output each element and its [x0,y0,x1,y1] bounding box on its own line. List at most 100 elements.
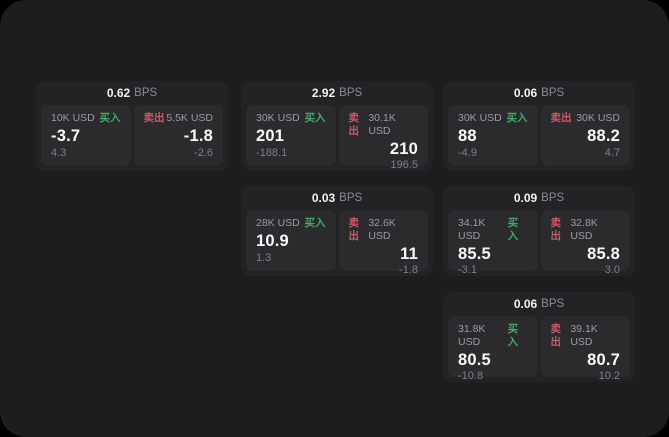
buy-amount: 30K USD [458,112,502,124]
sell-label: 卖出 [550,112,572,124]
sell-tile-top: 卖出 32.8K USD [551,217,621,243]
sell-price: 210 [389,140,418,158]
card-body: 28K USD 买入 10.9 1.3 卖出 32.6K USD 11 -1.8 [241,210,433,276]
quote-card: 0.03 BPS 28K USD 买入 10.9 1.3 卖出 32.6K US… [241,186,433,276]
sell-tile-top: 卖出 32.6K USD [349,217,419,243]
bps-value: 0.06 [513,297,538,311]
card-body: 30K USD 买入 201 -188.1 卖出 30.1K USD 210 1… [241,105,433,171]
buy-amount: 30K USD [256,112,300,124]
bps-header: 0.06 BPS [443,292,635,316]
buy-label: 买入 [507,323,519,348]
quote-card: 0.62 BPS 10K USD 买入 -3.7 4.3 卖出 5.5K USD [36,81,228,171]
sell-tile[interactable]: 卖出 5.5K USD -1.8 -2.6 [133,105,223,166]
sell-price: 11 [400,245,418,263]
buy-tile[interactable]: 34.1K USD 买入 85.5 -3.1 [448,210,538,276]
sell-price: -1.8 [183,127,213,145]
sell-price: 85.8 [587,245,620,263]
bps-value: 0.03 [311,191,336,205]
buy-change: -3.1 [458,264,477,276]
sell-amount: 32.6K USD [368,217,396,242]
buy-price: 85.5 [458,245,491,263]
sell-label: 卖出 [348,112,360,137]
bps-suffix-label: BPS [541,192,565,204]
quote-card: 0.09 BPS 34.1K USD 买入 85.5 -3.1 卖出 32.8K… [443,186,635,276]
buy-amount: 10K USD [51,112,95,124]
buy-change: 4.3 [51,147,67,159]
bps-header: 2.92 BPS [241,81,433,105]
buy-change: -188.1 [256,147,288,159]
buy-tile-top: 31.8K USD 买入 [458,323,528,349]
buy-tile[interactable]: 28K USD 买入 10.9 1.3 [246,210,336,271]
bps-value: 0.62 [106,86,131,100]
buy-amount: 31.8K USD [458,323,486,348]
sell-change: -1.8 [399,264,418,276]
buy-label: 买入 [304,112,326,124]
bps-value: 0.09 [513,191,538,205]
sell-tile-top: 卖出 30.1K USD [349,112,419,138]
bps-value: 0.06 [513,86,538,100]
buy-change: -10.8 [458,370,484,382]
buy-tile-top: 34.1K USD 买入 [458,217,528,243]
buy-tile[interactable]: 30K USD 买入 201 -188.1 [246,105,336,166]
quote-card: 2.92 BPS 30K USD 买入 201 -188.1 卖出 30.1K … [241,81,433,171]
buy-tile[interactable]: 10K USD 买入 -3.7 4.3 [41,105,131,166]
buy-tile-top: 10K USD 买入 [51,112,121,125]
buy-label: 买入 [506,112,528,124]
buy-price: 80.5 [458,351,491,369]
bps-header: 0.09 BPS [443,186,635,210]
sell-label: 卖出 [550,323,562,348]
sell-label: 卖出 [550,217,562,242]
bps-suffix-label: BPS [541,298,565,310]
sell-tile-top: 卖出 39.1K USD [551,323,621,349]
sell-tile-top: 卖出 30K USD [551,112,621,125]
sell-label: 卖出 [348,217,360,242]
sell-amount: 5.5K USD [166,112,213,124]
card-body: 30K USD 买入 88 -4.9 卖出 30K USD 88.2 4.7 [443,105,635,166]
sell-change: 3.0 [604,264,620,276]
buy-price: 10.9 [256,232,289,250]
buy-amount: 28K USD [256,217,300,229]
card-body: 34.1K USD 买入 85.5 -3.1 卖出 32.8K USD 85.8… [443,210,635,276]
buy-price: 201 [256,127,285,145]
bps-header: 0.03 BPS [241,186,433,210]
card-body: 10K USD 买入 -3.7 4.3 卖出 5.5K USD -1.8 -2.… [36,105,228,166]
bps-suffix-label: BPS [339,192,363,204]
sell-amount: 39.1K USD [570,323,598,348]
buy-tile[interactable]: 31.8K USD 买入 80.5 -10.8 [448,316,538,382]
buy-price: -3.7 [51,127,81,145]
sell-tile[interactable]: 卖出 32.6K USD 11 -1.8 [338,210,428,276]
sell-amount: 30.1K USD [368,112,396,137]
sell-tile[interactable]: 卖出 30.1K USD 210 196.5 [338,105,428,171]
buy-tile-top: 30K USD 买入 [458,112,528,125]
quote-card: 0.06 BPS 30K USD 买入 88 -4.9 卖出 30K USD [443,81,635,171]
sell-tile[interactable]: 卖出 30K USD 88.2 4.7 [540,105,630,166]
sell-price: 88.2 [587,127,620,145]
sell-change: 10.2 [598,370,620,382]
bps-suffix-label: BPS [541,87,565,99]
sell-amount: 30K USD [576,112,620,124]
buy-tile-top: 30K USD 买入 [256,112,326,125]
buy-change: -4.9 [458,147,477,159]
sell-amount: 32.8K USD [570,217,598,242]
bps-suffix-label: BPS [339,87,363,99]
bps-header: 0.62 BPS [36,81,228,105]
bps-header: 0.06 BPS [443,81,635,105]
sell-tile-top: 卖出 5.5K USD [144,112,214,125]
sell-change: -2.6 [194,147,213,159]
sell-tile[interactable]: 卖出 32.8K USD 85.8 3.0 [540,210,630,276]
buy-label: 买入 [99,112,121,124]
sell-change: 196.5 [390,159,418,171]
sell-tile[interactable]: 卖出 39.1K USD 80.7 10.2 [540,316,630,382]
card-body: 31.8K USD 买入 80.5 -10.8 卖出 39.1K USD 80.… [443,316,635,382]
buy-amount: 34.1K USD [458,217,486,242]
buy-label: 买入 [507,217,519,242]
sell-label: 卖出 [143,112,165,124]
bps-suffix-label: BPS [134,87,158,99]
quote-card: 0.06 BPS 31.8K USD 买入 80.5 -10.8 卖出 39.1… [443,292,635,382]
buy-tile-top: 28K USD 买入 [256,217,326,230]
buy-tile[interactable]: 30K USD 买入 88 -4.9 [448,105,538,166]
buy-label: 买入 [304,217,326,229]
sell-change: 4.7 [604,147,620,159]
